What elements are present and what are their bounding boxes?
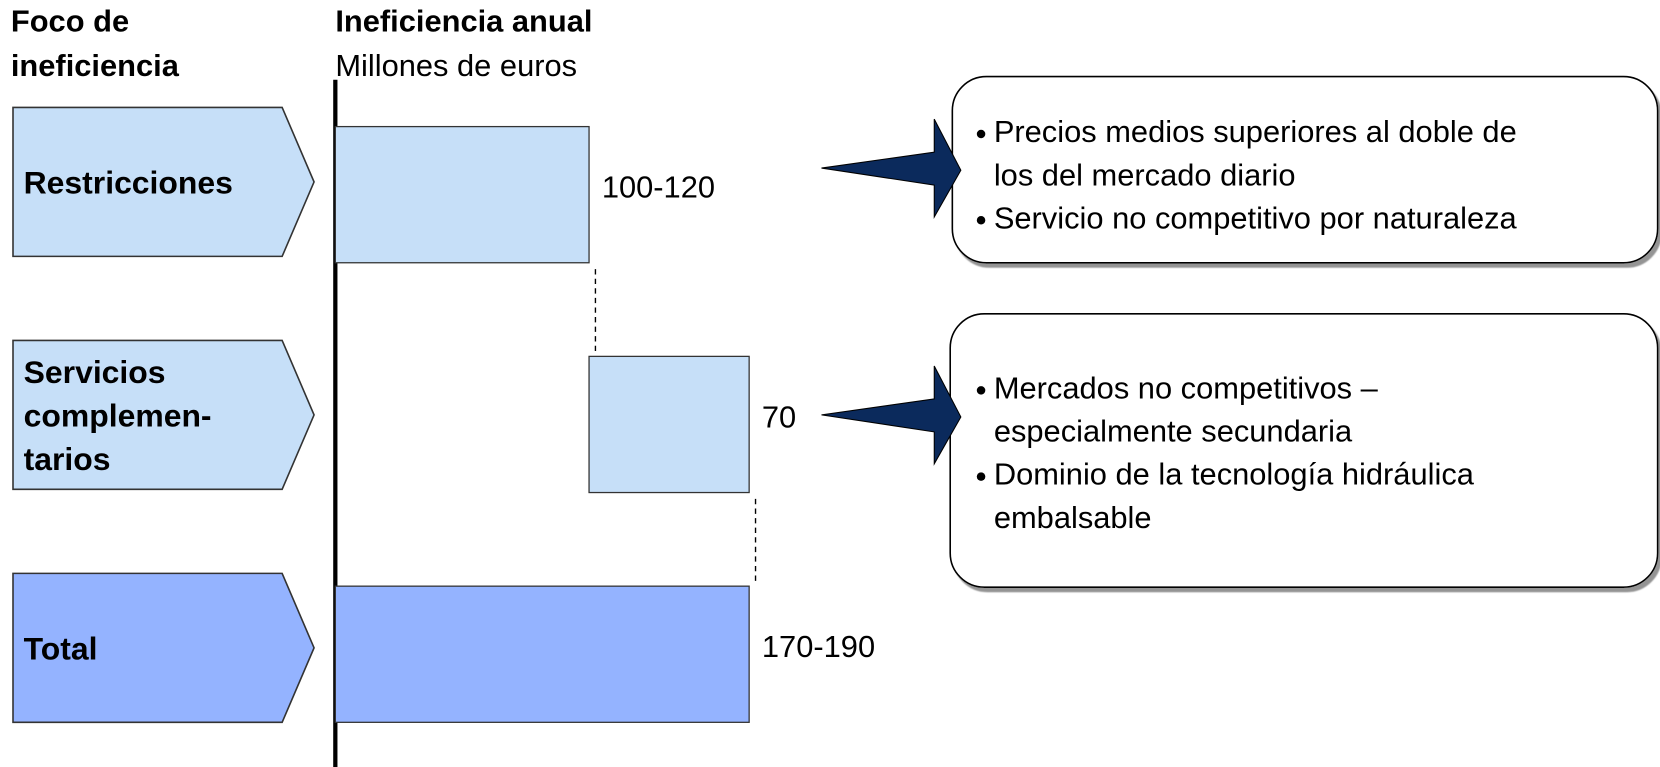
value-label: 70 (762, 399, 796, 434)
bar (334, 585, 750, 723)
arrow (821, 118, 962, 220)
note-box (949, 313, 1659, 589)
category-label: Total (24, 630, 98, 666)
note-text: Servicio no competitivo por naturaleza (994, 200, 1518, 235)
category-header: ineficiencia (11, 48, 180, 83)
bar (588, 355, 750, 494)
note-text: especialmente secundaria (994, 414, 1353, 449)
category-label: tarios (24, 441, 111, 477)
bullet (976, 472, 986, 481)
bullet (976, 215, 986, 225)
note-text: Mercados no competitivos – (994, 371, 1379, 406)
category-header: Foco de (11, 4, 129, 39)
note-text: embalsable (994, 500, 1152, 535)
category-label: Restricciones (24, 165, 233, 201)
arrow (821, 365, 962, 466)
bullet (976, 129, 986, 139)
category-chevron (12, 339, 315, 491)
category-chevron (12, 106, 315, 258)
category-label: Servicios (24, 354, 166, 390)
chart-subtitle: Millones de euros (335, 48, 577, 83)
category-label: complemen- (24, 397, 212, 433)
bar (334, 125, 590, 264)
value-label: 100-120 (602, 170, 715, 205)
chart-title: Ineficiencia anual (335, 4, 592, 39)
value-label: 170-190 (762, 629, 875, 664)
note-text: Precios medios superiores al doble de (994, 114, 1517, 149)
category-chevron (12, 572, 315, 724)
bullet (976, 386, 986, 395)
note-text: los del mercado diario (994, 157, 1296, 192)
note-text: Dominio de la tecnología hidráulica (994, 457, 1475, 492)
